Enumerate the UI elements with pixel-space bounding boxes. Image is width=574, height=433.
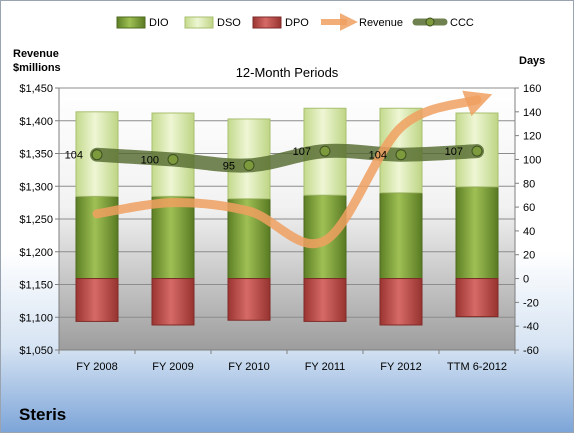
y-left-tick-label: $1,200: [19, 247, 53, 259]
company-name: Steris: [19, 405, 67, 424]
x-tick-label: FY 2012: [380, 361, 421, 373]
bar-dpo: [379, 278, 423, 326]
bars: [75, 107, 499, 326]
y-left-label-line2: $millions: [13, 62, 61, 74]
x-tick-label: FY 2010: [228, 361, 269, 373]
ccc-marker: [395, 149, 407, 161]
ccc-data-label: 100: [141, 154, 159, 166]
y-right-tick-label: 20: [523, 250, 535, 262]
y-left-tick-label: $1,250: [19, 214, 53, 226]
ccc-marker: [243, 159, 255, 171]
legend-label-revenue: Revenue: [359, 17, 403, 29]
ccc-data-label: 107: [445, 146, 463, 158]
bar-dio: [151, 195, 195, 280]
ccc-marker: [319, 145, 331, 157]
ccc-data-label: 107: [293, 146, 311, 158]
bar-dpo: [227, 278, 271, 321]
bar-dpo: [151, 278, 195, 326]
y-left-tick-label: $1,450: [19, 83, 53, 95]
ccc-marker: [167, 153, 179, 165]
legend-swatch-dso: [184, 16, 214, 29]
legend: DIO DSO DPO Revenue CCC: [116, 13, 474, 31]
y-left-tick-label: $1,050: [19, 345, 53, 357]
legend-label-dso: DSO: [217, 17, 241, 29]
legend-label-ccc: CCC: [450, 17, 474, 29]
legend-swatch-dio: [116, 16, 146, 29]
y-left-tick-label: $1,150: [19, 280, 53, 292]
y-right-tick-label: -20: [523, 297, 539, 309]
y-right-tick-label: 0: [523, 274, 529, 286]
y-left-tick-label: $1,100: [19, 312, 53, 324]
y-right-tick-label: 40: [523, 226, 535, 238]
y-right-label: Days: [519, 55, 545, 67]
axes: $1,050 $1,100 $1,150 $1,200 $1,250 $1,300 $1,3…: [19, 83, 541, 373]
y-right-tick-label: -60: [523, 345, 539, 357]
bar-dpo: [75, 278, 119, 322]
bar-dio: [455, 186, 499, 280]
bar-dio: [379, 192, 423, 280]
y-right-tick-label: 60: [523, 202, 535, 214]
ccc-marker: [471, 145, 483, 157]
y-right-tick-label: -40: [523, 321, 539, 333]
chart-title: 12-Month Periods: [236, 65, 339, 80]
lines: 104 100 95 107 104 107: [65, 90, 493, 249]
ccc-data-label: 104: [369, 150, 387, 162]
y-left-tick-label: $1,300: [19, 181, 53, 193]
ccc-marker: [91, 149, 103, 161]
x-tick-label: FY 2011: [305, 361, 346, 373]
y-left-label-line1: Revenue: [13, 48, 59, 60]
legend-marker-ccc: [425, 17, 435, 27]
revenue-line: [92, 90, 493, 249]
y-left-tick-label: $1,350: [19, 149, 53, 161]
ccc-data-label: 95: [223, 160, 235, 172]
y-right-tick-label: 80: [523, 178, 535, 190]
ccc-data-label: 104: [65, 150, 83, 162]
x-tick-label: TTM 6-2012: [447, 361, 507, 373]
bar-dpo: [303, 278, 347, 322]
legend-label-dpo: DPO: [285, 17, 309, 29]
legend-swatch-dpo: [252, 16, 282, 29]
y-right-tick-label: 140: [523, 107, 541, 119]
y-right-tick-label: 100: [523, 154, 541, 166]
y-right-tick-label: 120: [523, 131, 541, 143]
y-left-tick-label: $1,400: [19, 116, 53, 128]
x-tick-label: FY 2008: [76, 361, 117, 373]
ccc-line: [90, 143, 484, 173]
bar-dpo: [455, 278, 499, 318]
legend-label-dio: DIO: [149, 17, 169, 29]
x-tick-label: FY 2009: [152, 361, 193, 373]
y-right-tick-label: 160: [523, 83, 541, 95]
